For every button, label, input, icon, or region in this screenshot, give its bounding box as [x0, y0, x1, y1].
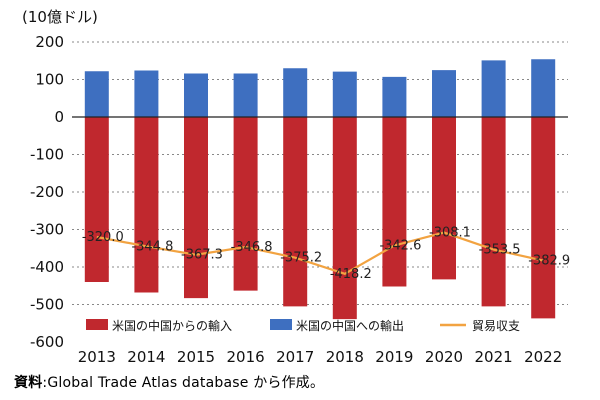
- import-bar: [184, 117, 208, 299]
- x-tick-label: 2017: [276, 348, 314, 366]
- balance-data-label: -320.0: [82, 230, 124, 245]
- balance-data-label: -342.6: [379, 238, 421, 253]
- source-label: 資料: [14, 375, 43, 391]
- balance-data-label: -344.8: [131, 239, 173, 254]
- x-tick-label: 2013: [78, 348, 116, 366]
- balance-data-label: -367.3: [181, 248, 223, 263]
- legend: 米国の中国からの輸入 米国の中国への輸出 貿易収支: [86, 318, 520, 333]
- y-tick-label: -400: [30, 258, 64, 276]
- legend-export-swatch: [270, 319, 292, 330]
- legend-balance-label: 貿易収支: [472, 319, 520, 333]
- import-bar: [134, 117, 159, 293]
- y-tick-label: 100: [35, 71, 64, 89]
- x-tick-label: 2020: [425, 348, 463, 366]
- x-tick-label: 2018: [326, 348, 364, 366]
- balance-data-label: -346.8: [231, 240, 273, 255]
- balance-data-label: -353.5: [479, 243, 521, 258]
- import-bar: [332, 117, 357, 320]
- import-bar: [531, 117, 556, 319]
- data-labels: -320.0 -344.8 -367.3 -346.8 -375.2 -418.2 -342…: [82, 226, 570, 282]
- balance-data-label: -382.9: [528, 254, 570, 269]
- balance-data-label: -418.2: [330, 267, 372, 282]
- export-bar: [332, 71, 357, 117]
- balance-line: [96, 231, 544, 276]
- y-tick-label: -300: [30, 221, 64, 239]
- export-bar: [283, 68, 308, 117]
- x-tick-label: 2014: [127, 348, 165, 366]
- export-bar: [84, 71, 109, 117]
- y-tick-label: -500: [30, 296, 64, 314]
- import-bar: [84, 117, 109, 282]
- y-tick-label: -200: [30, 183, 64, 201]
- x-tick-label: 2015: [177, 348, 215, 366]
- balance-data-label: -308.1: [429, 226, 471, 241]
- y-tick-label: 0: [54, 108, 64, 126]
- import-bar: [233, 117, 258, 291]
- export-bar: [233, 73, 258, 117]
- y-tick-label: 200: [35, 33, 64, 51]
- export-bar: [184, 73, 208, 117]
- y-tick-label: -600: [30, 333, 64, 351]
- export-bar: [382, 76, 407, 117]
- export-bar: [481, 60, 506, 117]
- export-bar: [531, 59, 556, 117]
- x-tick-label: 2022: [524, 348, 562, 366]
- export-bar: [432, 70, 456, 117]
- x-tick-label: 2019: [375, 348, 413, 366]
- import-bar: [432, 117, 456, 280]
- bars: [84, 59, 556, 320]
- source-text: :Global Trade Atlas database から作成。: [42, 375, 325, 391]
- balance-series-line: [96, 231, 544, 276]
- export-bar: [134, 70, 159, 117]
- import-bar: [382, 117, 407, 287]
- y-tick-label: -100: [30, 146, 64, 164]
- balance-data-label: -375.2: [280, 251, 322, 266]
- legend-export-label: 米国の中国への輸出: [296, 318, 404, 333]
- legend-import-label: 米国の中国からの輸入: [112, 318, 232, 333]
- import-bar: [481, 117, 506, 307]
- import-bar: [283, 117, 308, 307]
- y-axis: 200 100 0 -100 -200 -300 -400 -500 -600: [30, 33, 64, 351]
- unit-label: (10億ドル): [22, 8, 98, 26]
- x-tick-label: 2021: [475, 348, 513, 366]
- legend-import-swatch: [86, 319, 108, 330]
- source-note: 資料:Global Trade Atlas database から作成。: [14, 372, 324, 392]
- x-tick-label: 2016: [227, 348, 265, 366]
- x-axis: 2013 2014 2015 2016 2017 2018 2019 2020 2021 2022: [78, 348, 563, 366]
